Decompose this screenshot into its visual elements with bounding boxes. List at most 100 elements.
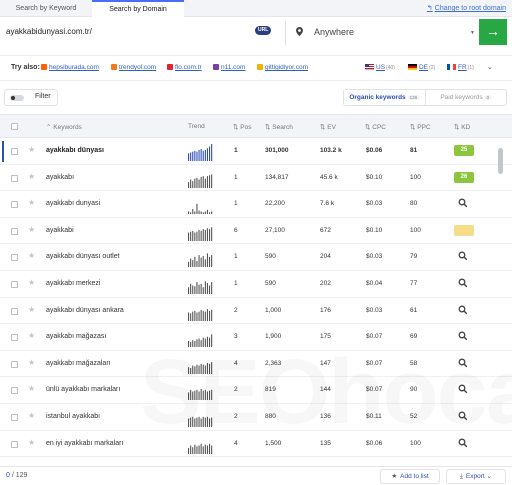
try-also-site-link[interactable]: flo.com.tr — [167, 64, 202, 71]
location-select[interactable]: Anywhere — [314, 27, 355, 37]
try-also-site-link[interactable]: gittigidiyor.com — [257, 64, 308, 71]
table-row[interactable]: ★ ayakkabı dünyası 1 301,000 103.2 k $0.06 81 2… — [0, 138, 512, 165]
row-checkbox[interactable] — [11, 227, 18, 235]
keyword-text[interactable]: ayakkabı dunyasi — [46, 200, 101, 208]
search-go-button[interactable]: → — [479, 19, 507, 45]
header-kd[interactable]: ⇅ KD — [454, 124, 471, 131]
star-icon[interactable]: ★ — [28, 224, 36, 234]
header-keywords[interactable]: ⌃ Keywords — [46, 124, 82, 131]
chevron-down-icon[interactable]: ▼ — [470, 30, 475, 36]
keyword-text[interactable]: en iyi ayakkabı markaları — [46, 439, 124, 447]
star-icon[interactable]: ★ — [28, 277, 36, 287]
star-icon[interactable]: ★ — [28, 357, 36, 367]
try-also-site-link[interactable]: hepsiburada.com — [41, 64, 99, 71]
site-favicon-icon — [167, 64, 173, 70]
search-icon[interactable] — [458, 358, 468, 368]
keyword-text[interactable]: ayakkabı merkezi — [46, 279, 101, 287]
select-all-checkbox[interactable] — [11, 123, 18, 130]
table-row[interactable]: ★ ayakkabı dunyasi 1 22,200 7.6 k $0.03 80 — [0, 191, 512, 218]
trend-bar — [206, 416, 208, 427]
keyword-text[interactable]: ayakkabi — [46, 226, 74, 234]
star-icon[interactable]: ★ — [28, 384, 36, 394]
search-icon[interactable] — [458, 251, 468, 261]
keyword-text[interactable]: ayakkabı mağazası — [46, 333, 107, 341]
search-icon[interactable] — [458, 438, 468, 448]
row-checkbox[interactable] — [11, 174, 18, 182]
header-ev[interactable]: ⇅ EV — [320, 124, 336, 131]
row-checkbox[interactable] — [11, 334, 18, 342]
header-search[interactable]: ⇅ Search — [265, 124, 293, 131]
star-icon[interactable]: ★ — [28, 171, 36, 181]
row-checkbox[interactable] — [11, 387, 18, 395]
filter-button[interactable]: Filter — [4, 89, 58, 106]
row-checkbox[interactable] — [11, 148, 18, 155]
add-to-list-button[interactable]: ★ Add to list — [380, 469, 440, 484]
table-row[interactable]: ★ ayakkabi 6 27,100 672 $0.10 100 — [0, 218, 512, 245]
keyword-text[interactable]: ayakkabı dünyası outlet — [46, 253, 120, 261]
trend-bar — [206, 282, 208, 294]
search-icon[interactable] — [458, 198, 468, 208]
keyword-text[interactable]: ayakkabı — [46, 173, 75, 181]
star-icon[interactable]: ★ — [28, 304, 36, 314]
row-checkbox[interactable] — [11, 254, 18, 262]
table-row[interactable]: ★ ayakkabı mağazaları 4 2,363 147 $0.07 58 — [0, 351, 512, 378]
keyword-text[interactable]: ayakkabı dünyası — [46, 147, 104, 154]
site-name: trendyol.com — [119, 64, 157, 71]
table-row[interactable]: ★ ayakkabı dünyası outlet 1 590 204 $0.03 79 — [0, 244, 512, 271]
tab-search-by-keyword[interactable]: Search by Keyword — [15, 5, 77, 12]
table-row[interactable]: ★ ayakkabı mağazası 3 1,900 175 $0.07 69 — [0, 324, 512, 351]
keyword-text[interactable]: ayakkabı mağazaları — [46, 359, 111, 367]
header-cpc[interactable]: ⇅ CPC — [365, 124, 386, 131]
trend-sparkline — [188, 144, 213, 161]
country-link[interactable]: DE(2) — [408, 64, 435, 71]
table-row[interactable]: ★ en iyi ayakkabı markaları 4 1,500 135 $0.06… — [0, 431, 512, 458]
filter-toggle[interactable] — [10, 95, 24, 101]
url-badge[interactable]: URL — [255, 26, 272, 35]
header-ppc[interactable]: ⇅ PPC — [410, 124, 431, 131]
trend-bar — [209, 418, 211, 427]
trend-bar — [204, 444, 206, 454]
export-button[interactable]: ⤓ Export ⌄ — [446, 469, 506, 484]
table-scrollbar[interactable] — [498, 148, 503, 174]
tab-paid-keywords[interactable]: Paid keywords 0 — [426, 90, 507, 105]
search-icon[interactable] — [458, 305, 468, 315]
star-icon[interactable]: ★ — [28, 410, 36, 420]
row-checkbox[interactable] — [11, 307, 18, 315]
search-volume-value: 2,363 — [265, 359, 282, 367]
star-icon[interactable]: ★ — [28, 251, 36, 261]
try-also-site-link[interactable]: n11.com — [213, 64, 245, 71]
table-row[interactable]: ★ ayakkabı merkezi 1 590 202 $0.04 77 — [0, 271, 512, 298]
tab-search-by-domain[interactable]: Search by Domain — [92, 0, 184, 17]
star-icon[interactable]: ★ — [28, 437, 36, 447]
tab-organic-keywords[interactable]: Organic keywords 129 — [344, 90, 426, 105]
keyword-text[interactable]: ayakkabı dünyası ankara — [46, 306, 124, 314]
country-link[interactable]: FR(1) — [447, 64, 474, 71]
star-icon[interactable]: ★ — [28, 198, 36, 208]
row-checkbox[interactable] — [11, 413, 18, 421]
table-row[interactable]: ★ ayakkabı dünyası ankara 2 1,000 176 $0.03 61 — [0, 298, 512, 325]
row-checkbox[interactable] — [11, 440, 18, 448]
country-link[interactable]: US(40) — [365, 64, 395, 71]
header-pos[interactable]: ⇅ Pos — [233, 124, 252, 131]
chevron-down-icon[interactable]: ⌄ — [487, 64, 493, 71]
star-icon[interactable]: ★ — [28, 145, 36, 154]
keyword-text[interactable]: istanbul ayakkabı — [46, 412, 101, 420]
search-icon[interactable] — [458, 384, 468, 394]
star-icon[interactable]: ★ — [28, 331, 36, 341]
table-row[interactable]: ★ ayakkabı 1 134,817 45.6 k $0.10 100 26 — [0, 165, 512, 192]
cpc-value: $0.04 — [366, 279, 383, 287]
search-icon[interactable] — [458, 331, 468, 341]
change-to-root-domain-link[interactable]: ↰ Change to root domain — [427, 0, 506, 17]
row-checkbox[interactable] — [11, 280, 18, 288]
search-icon[interactable] — [458, 411, 468, 421]
row-checkbox[interactable] — [11, 360, 18, 368]
row-checkbox[interactable] — [11, 201, 18, 209]
keyword-text[interactable]: ünlü ayakkabı markaları — [46, 386, 121, 394]
table-row[interactable]: ★ istanbul ayakkabı 2 880 136 $0.11 52 — [0, 404, 512, 431]
trend-bar — [206, 336, 208, 348]
table-row[interactable]: ★ ünlü ayakkabı markaları 2 819 144 $0.07 90 — [0, 377, 512, 404]
try-also-site-link[interactable]: trendyol.com — [111, 64, 156, 71]
domain-input[interactable]: ayakkabidunyasi.com.tr/ — [6, 27, 92, 36]
search-icon[interactable] — [458, 278, 468, 288]
trend-bar — [198, 210, 200, 215]
